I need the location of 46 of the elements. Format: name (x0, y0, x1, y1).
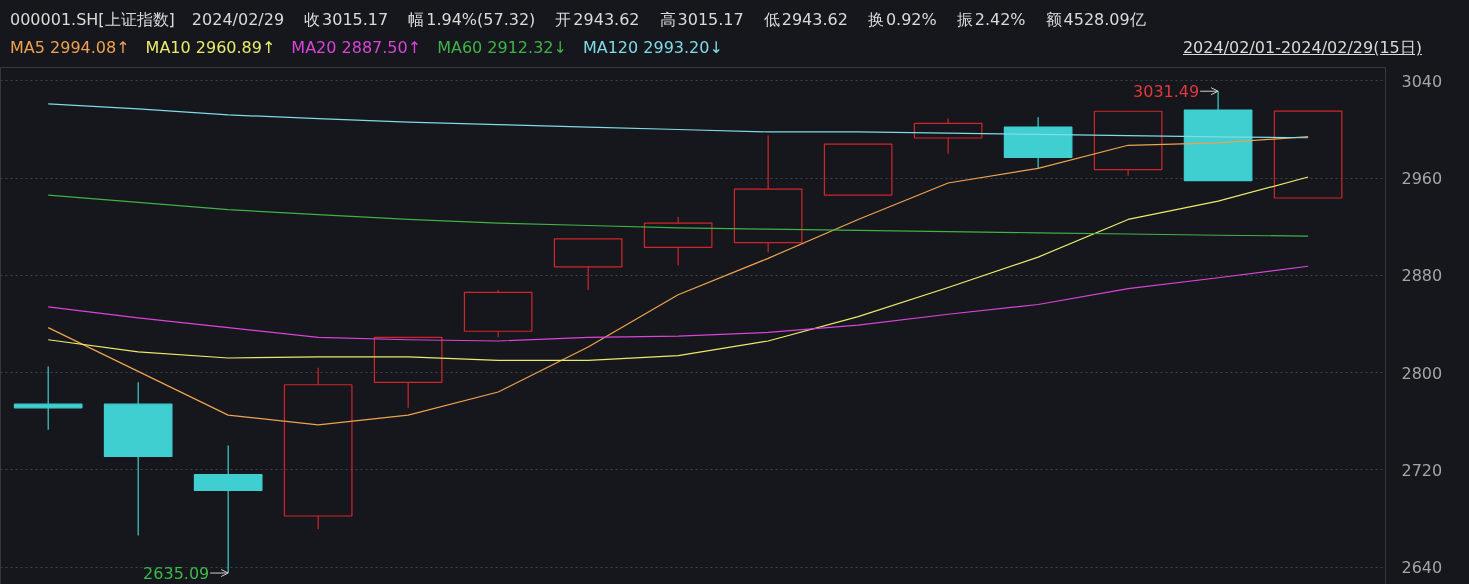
text: 低 (763, 8, 780, 31)
text: 3015.17 (322, 8, 389, 31)
chart-title: 000001.SH[上证指数] (10, 8, 175, 31)
chart-subtitle: 2024/02/29 (191, 8, 285, 31)
line-series (47, 136, 1309, 426)
text: 0.92% (885, 8, 937, 31)
y-tick-label: 3040 (1401, 71, 1443, 91)
annotation: 2635.09 (143, 564, 210, 584)
text: MA5 2994.08↑ (10, 37, 130, 60)
text: 2943.62 (573, 8, 640, 31)
text: 2.42% (974, 8, 1026, 31)
line-series (47, 103, 1309, 139)
text: 3015.17 (677, 8, 744, 31)
text: 4528.09亿 (1063, 8, 1146, 31)
candlestick (913, 117, 983, 155)
y-tick-label: 2960 (1401, 169, 1443, 189)
text: MA120 2993.20↓ (582, 37, 723, 60)
line-series (47, 265, 1309, 342)
text: 幅 (408, 8, 425, 31)
text: 开 (555, 8, 572, 31)
line-series (47, 194, 1309, 237)
candlestick (823, 143, 893, 196)
candlestick (373, 336, 443, 409)
candlestick (1003, 116, 1073, 169)
text: 额 (1045, 8, 1062, 31)
x-axis-title: 2024/02/01-2024/02/29(15日) (1182, 38, 1422, 58)
candlestick (1273, 110, 1343, 199)
text: MA10 2960.89↑ (145, 37, 276, 60)
line-series (47, 176, 1309, 362)
candlestick (733, 134, 803, 253)
text: 2943.62 (781, 8, 848, 31)
annotation: 3031.49 (1133, 82, 1200, 102)
text: MA60 2912.32↓ (437, 37, 567, 60)
y-tick-label: 2880 (1401, 266, 1443, 286)
candlestick (103, 381, 173, 537)
candlestick (553, 238, 623, 291)
text: 换 (867, 8, 884, 31)
text: 1.94%(57.32) (426, 8, 536, 31)
y-tick-label: 2640 (1401, 558, 1443, 578)
text: 高 (659, 8, 676, 31)
y-tick-label: 2800 (1401, 363, 1443, 383)
y-tick-label: 2720 (1401, 460, 1443, 480)
text: 收 (304, 8, 321, 31)
candlestick (1093, 110, 1163, 177)
text: MA20 2887.50↑ (291, 37, 422, 60)
text: 振 (956, 8, 973, 31)
